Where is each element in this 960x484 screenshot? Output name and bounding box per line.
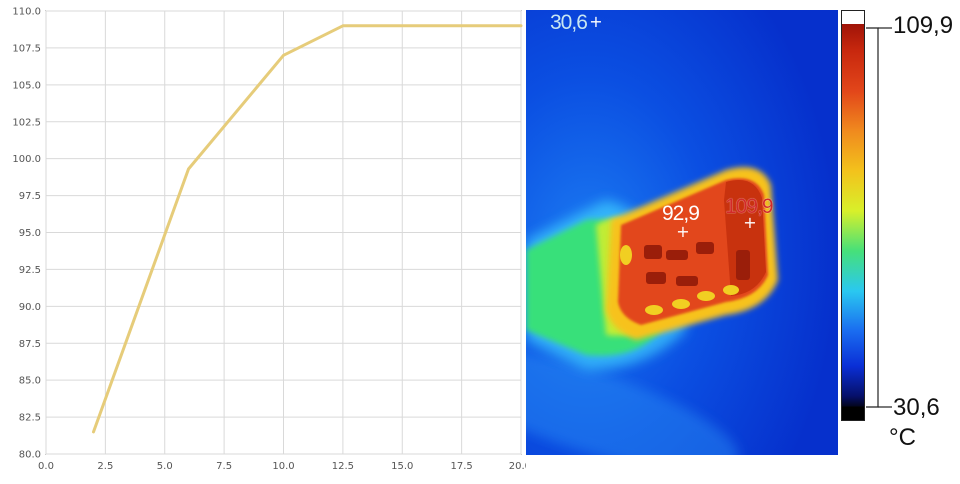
y-tick-label: 85.0	[19, 376, 41, 387]
y-tick-label: 100.0	[12, 154, 41, 165]
y-tick-label: 97.5	[19, 191, 41, 202]
x-tick-label: 20.0	[509, 461, 526, 472]
tick-labels: 0.0 2.5 5.0 7.5 10.0 12.5 15.0 17.5 20.0 80.0 82.5…	[12, 7, 526, 473]
x-tick-label: 10.0	[272, 461, 294, 472]
x-tick-label: 7.5	[216, 461, 232, 472]
x-tick-label: 17.5	[450, 461, 472, 472]
scale-max-label: 109,9	[893, 12, 954, 39]
y-tick-label: 95.0	[19, 228, 41, 239]
center-temp-label: 92,9	[662, 202, 700, 225]
y-tick-label: 107.5	[12, 43, 41, 54]
series-line	[92, 24, 523, 434]
spot-label: 30,6	[550, 11, 588, 34]
color-scale-bar	[841, 10, 865, 421]
x-tick-label: 5.0	[157, 461, 173, 472]
y-tick-label: 90.0	[19, 302, 41, 313]
line-chart: 0.0 2.5 5.0 7.5 10.0 12.5 15.0 17.5 20.0 80.0 82.5…	[12, 7, 526, 473]
y-tick-label: 82.5	[19, 413, 41, 424]
y-tick-label: 87.5	[19, 339, 41, 350]
hot-temp-label: 109,9	[725, 195, 774, 218]
x-tick-label: 15.0	[391, 461, 413, 472]
x-tick-label: 0.0	[38, 461, 54, 472]
x-tick-label: 2.5	[97, 461, 113, 472]
dark-slots	[644, 242, 750, 286]
cool-spots	[620, 245, 739, 315]
y-tick-label: 110.0	[12, 7, 41, 18]
crosshair-center: +	[676, 222, 689, 241]
y-tick-label: 80.0	[19, 450, 41, 461]
y-tick-label: 105.0	[12, 80, 41, 91]
y-tick-label: 92.5	[19, 265, 41, 276]
crosshair-hot: +	[743, 213, 756, 232]
grid	[45, 10, 522, 455]
crosshair-spot: +	[589, 12, 602, 31]
y-tick-label: 102.5	[12, 117, 41, 128]
reflection-glow	[526, 347, 739, 455]
thermal-image: + + + 30,6 92,9 109,9	[526, 10, 838, 455]
scale-unit-label: °C	[889, 424, 916, 451]
x-tick-label: 12.5	[332, 461, 354, 472]
hot-end	[724, 180, 766, 296]
series	[92, 24, 523, 434]
scale-min-label: 30,6	[893, 394, 940, 421]
